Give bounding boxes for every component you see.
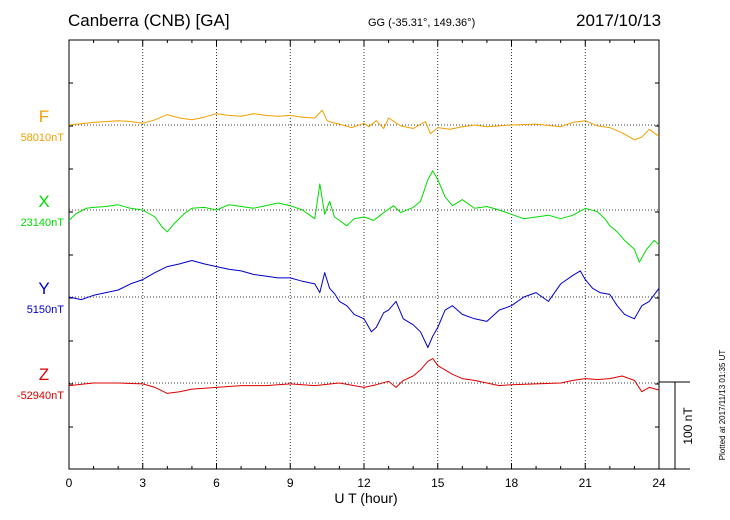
date-label: 2017/10/13 <box>576 11 662 30</box>
grid-lines <box>69 40 659 469</box>
series-baseline-Z: -52940nT <box>17 390 64 402</box>
x-tick-label: 21 <box>579 476 593 490</box>
series-line-F <box>68 109 660 141</box>
series-name-Z: Z <box>39 365 49 384</box>
scale-bar-label: 100 nT <box>681 407 695 445</box>
series-name-X: X <box>38 192 49 211</box>
coordinates: GG (-35.31°, 149.36°) <box>368 17 476 29</box>
station-title: Canberra (CNB) [GA] <box>68 11 230 30</box>
series-baseline-X: 23140nT <box>21 217 65 229</box>
axis-ticks: 0 3 6 9 12 15 18 21 24 <box>66 40 666 490</box>
x-tick-label: 0 <box>66 476 73 490</box>
side-note: Plotted at 2017/11/13 01:35 UT <box>718 350 727 461</box>
series-lines <box>68 109 660 394</box>
plot-frame <box>68 39 660 470</box>
x-tick-label: 18 <box>505 476 519 490</box>
x-tick-label: 6 <box>213 476 220 490</box>
scale-bar: 100 nT <box>659 381 695 470</box>
series-name-F: F <box>39 107 49 126</box>
x-tick-label: 24 <box>652 476 666 490</box>
x-tick-label: 9 <box>287 476 294 490</box>
series-baseline-Y: 5150nT <box>27 304 65 316</box>
series-line-X <box>68 170 660 263</box>
series-line-Y <box>68 260 660 348</box>
x-tick-label: 12 <box>357 476 371 490</box>
series-baseline-F: 58010nT <box>21 132 65 144</box>
x-tick-label: 15 <box>431 476 445 490</box>
series-line-Z <box>68 358 660 394</box>
series-labels: F 58010nT X 23140nT Y 5150nT Z -52940nT <box>17 107 64 402</box>
x-tick-label: 3 <box>139 476 146 490</box>
series-name-Y: Y <box>38 279 49 298</box>
x-axis-label: U T (hour) <box>334 490 397 506</box>
